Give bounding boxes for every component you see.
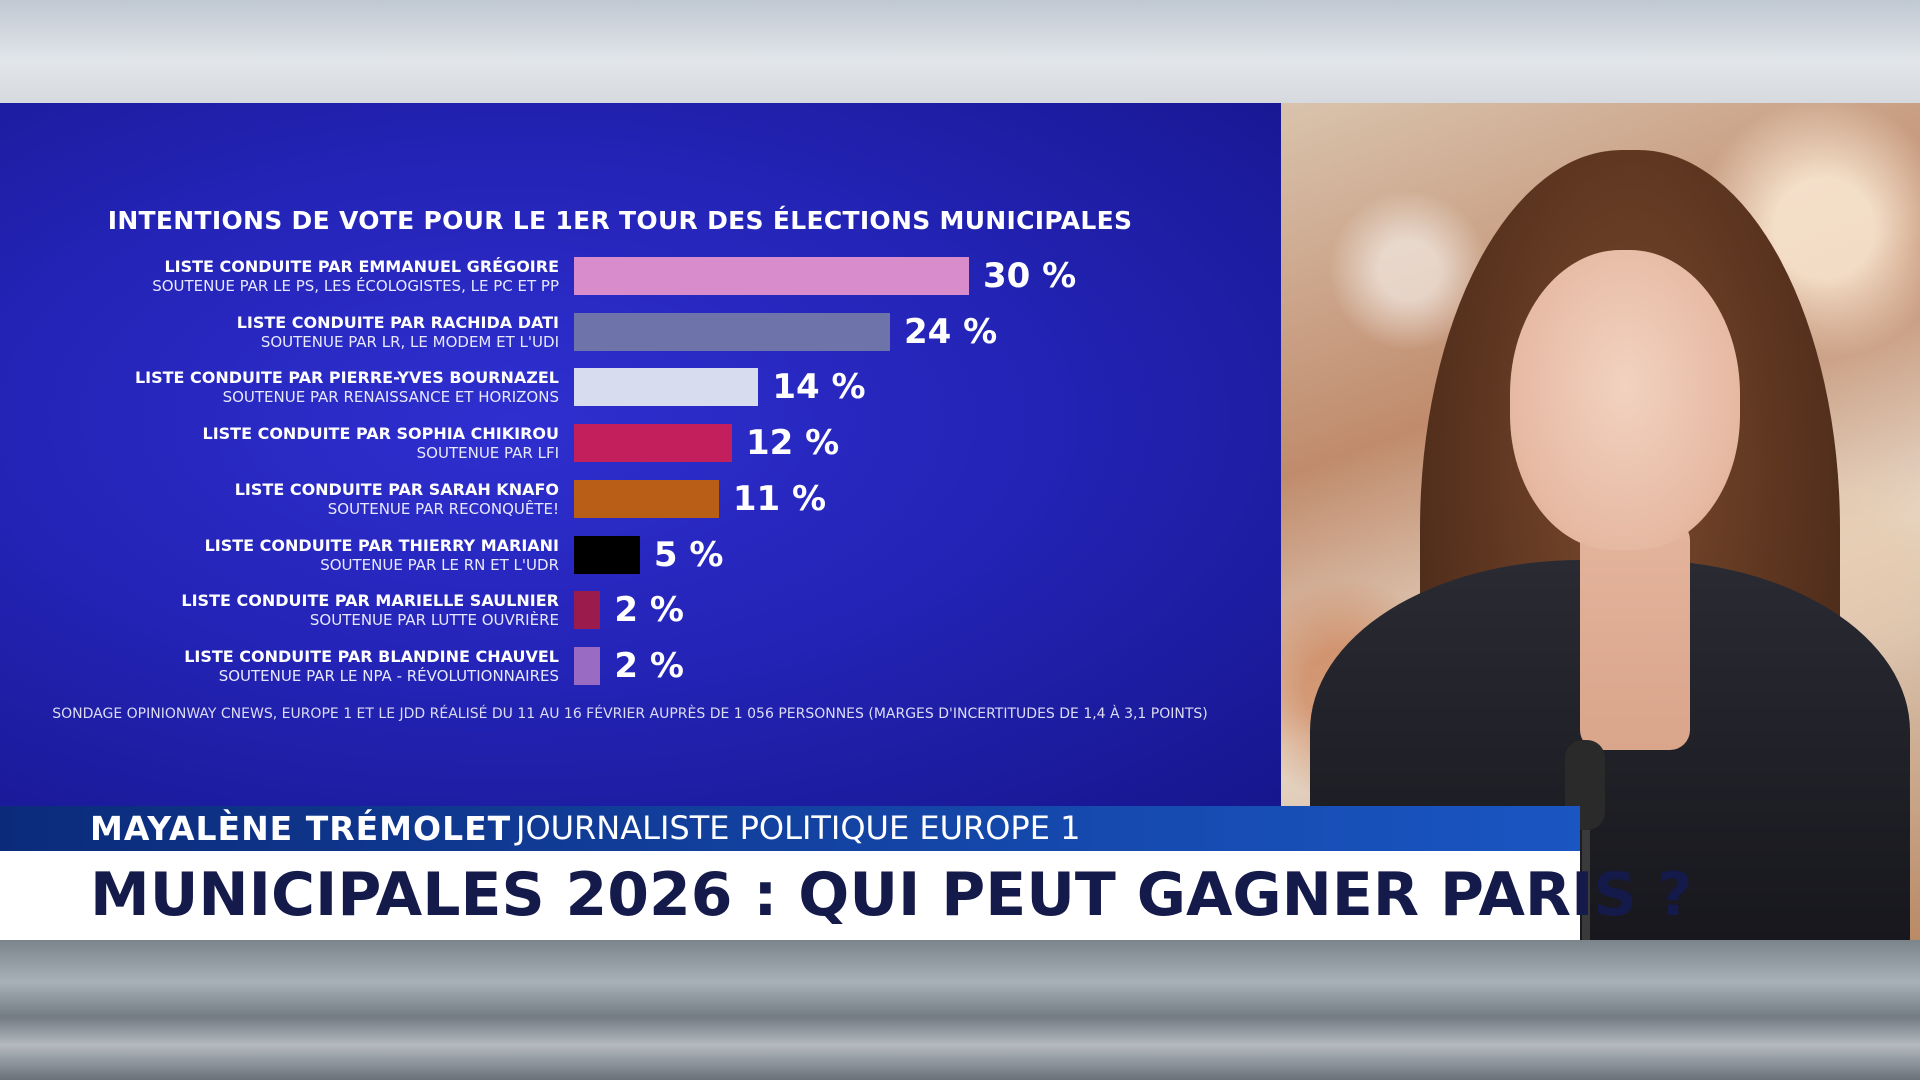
studio-background-top bbox=[0, 0, 1920, 103]
bar-label-candidate: LISTE CONDUITE PAR SARAH KNAFO bbox=[234, 479, 559, 499]
bar bbox=[574, 312, 890, 351]
bar bbox=[574, 479, 719, 518]
bar bbox=[574, 535, 640, 574]
chart-title: INTENTIONS DE VOTE POUR LE 1ER TOUR DES … bbox=[107, 206, 1133, 235]
bar-label-candidate: LISTE CONDUITE PAR EMMANUEL GRÉGOIRE bbox=[164, 257, 559, 276]
bar-value-label: 24 % bbox=[904, 311, 998, 352]
bar-label-candidate: LISTE CONDUITE PAR SOPHIA CHIKIROU bbox=[202, 424, 560, 444]
bar-label: LISTE CONDUITE PAR BLANDINE CHAUVEL SOUTE… bbox=[60, 647, 559, 685]
bar-label-support: SOUTENUE PAR LE NPA - RÉVOLUTIONNAIRES bbox=[218, 666, 559, 685]
bar-value-label: 12 % bbox=[746, 423, 840, 464]
bar bbox=[574, 646, 601, 685]
bar-label: LISTE CONDUITE PAR THIERRY MARIANI SOUTEN… bbox=[60, 536, 559, 574]
speaker-name: MAYALÈNE TRÉMOLET bbox=[90, 809, 512, 848]
headline: MUNICIPALES 2026 : QUI PEUT GAGNER PARIS… bbox=[90, 860, 1693, 930]
guest-neck bbox=[1580, 520, 1690, 750]
bar-value-label: 2 % bbox=[614, 590, 684, 631]
bar-label: LISTE CONDUITE PAR MARIELLE SAULNIER SOUT… bbox=[60, 591, 559, 629]
speaker-role: JOURNALISTE POLITIQUE EUROPE 1 bbox=[516, 809, 1081, 847]
bar-label: LISTE CONDUITE PAR SOPHIA CHIKIROU SOUTEN… bbox=[60, 424, 560, 463]
bar-label-candidate: LISTE CONDUITE PAR THIERRY MARIANI bbox=[204, 535, 559, 555]
studio-background-bottom bbox=[0, 940, 1920, 1080]
bar-label-support: SOUTENUE PAR LE PS, LES ÉCOLOGISTES, LE … bbox=[152, 277, 559, 295]
microphone-stand bbox=[1582, 830, 1590, 940]
bar-label-support: SOUTENUE PAR LFI bbox=[416, 444, 559, 463]
bar-value-label: 30 % bbox=[983, 256, 1077, 296]
bar-label-candidate: LISTE CONDUITE PAR BLANDINE CHAUVEL bbox=[184, 646, 559, 666]
bar bbox=[574, 591, 601, 630]
bar bbox=[574, 424, 732, 463]
chart-source-note: SONDAGE OPINIONWAY CNEWS, EUROPE 1 ET LE… bbox=[52, 706, 1208, 722]
bar-label-support: SOUTENUE PAR LE RN ET L'UDR bbox=[320, 555, 559, 574]
bar-value-label: 11 % bbox=[732, 478, 827, 519]
bar-label-support: SOUTENUE PAR RECONQUÊTE! bbox=[327, 499, 559, 518]
bar-label: LISTE CONDUITE PAR SARAH KNAFO SOUTENUE P… bbox=[60, 480, 559, 518]
bar-label-candidate: LISTE CONDUITE PAR MARIELLE SAULNIER bbox=[181, 591, 559, 611]
bar-label-candidate: LISTE CONDUITE PAR PIERRE-YVES BOURNAZEL bbox=[134, 368, 559, 388]
bar bbox=[574, 368, 759, 407]
bar-label-candidate: LISTE CONDUITE PAR RACHIDA DATI bbox=[236, 312, 559, 332]
name-band bbox=[0, 806, 1580, 851]
guest-face bbox=[1510, 250, 1740, 550]
bar-label-support: SOUTENUE PAR LUTTE OUVRIÈRE bbox=[309, 611, 559, 630]
bar-label: LISTE CONDUITE PAR EMMANUEL GRÉGOIRE SOUT… bbox=[60, 257, 559, 295]
bar-label-support: SOUTENUE PAR RENAISSANCE ET HORIZONS bbox=[222, 388, 559, 407]
bar-value-label: 2 % bbox=[614, 645, 684, 686]
bar bbox=[574, 257, 969, 295]
bar-value-label: 5 % bbox=[653, 534, 724, 575]
bar-label: LISTE CONDUITE PAR PIERRE-YVES BOURNAZEL… bbox=[60, 368, 559, 406]
bar-label: LISTE CONDUITE PAR RACHIDA DATI SOUTENUE … bbox=[60, 313, 559, 351]
headline-band bbox=[0, 851, 1580, 940]
bar-label-support: SOUTENUE PAR LR, LE MODEM ET L'UDI bbox=[260, 332, 559, 351]
bar-value-label: 14 % bbox=[772, 367, 866, 408]
